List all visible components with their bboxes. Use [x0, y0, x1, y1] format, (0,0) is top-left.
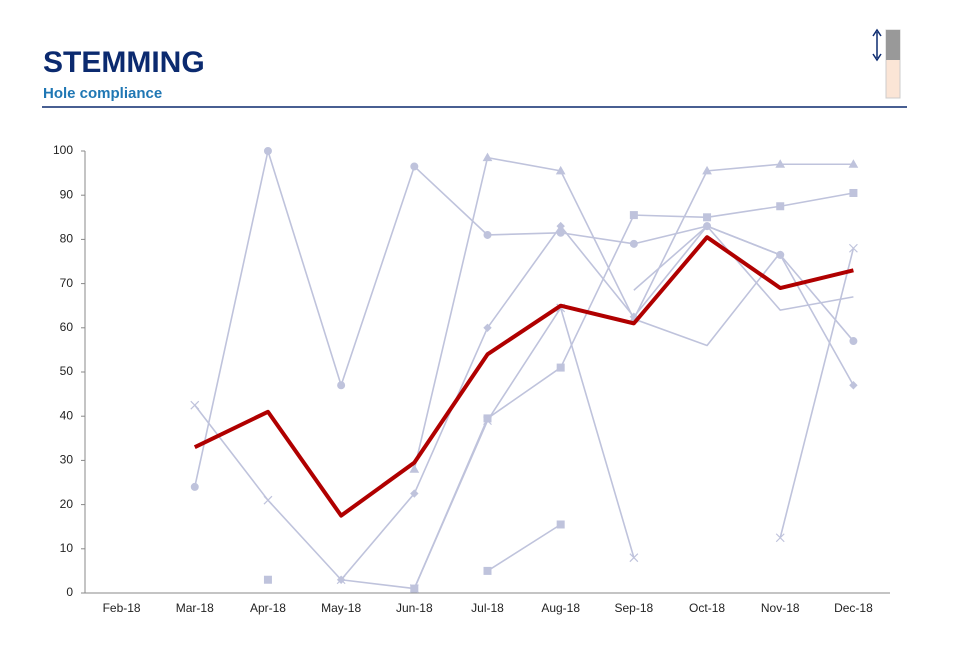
point [482, 152, 493, 162]
y-tick-label: 0 [66, 585, 73, 599]
point [848, 243, 858, 253]
series-line [340, 225, 855, 581]
title: STEMMING [43, 46, 205, 79]
y-tick-label: 20 [60, 497, 74, 511]
point [629, 553, 639, 563]
point [848, 159, 859, 168]
point [190, 400, 200, 410]
x-tick-label: Mar-18 [176, 601, 214, 615]
y-tick-label: 100 [53, 143, 73, 157]
point [849, 381, 858, 390]
x-tick-label: Nov-18 [761, 601, 800, 615]
point [410, 489, 419, 498]
series-line [633, 252, 781, 347]
series-line [193, 235, 854, 518]
y-tick-label: 70 [60, 276, 74, 290]
point [410, 162, 419, 171]
point [776, 250, 785, 260]
point [556, 363, 565, 372]
point [555, 165, 566, 175]
y-tick-label: 80 [60, 232, 74, 246]
point [629, 312, 639, 321]
point [337, 381, 346, 390]
series-line [487, 523, 562, 572]
point [775, 533, 785, 543]
scroll-icon [872, 28, 901, 99]
point [336, 575, 346, 584]
point [483, 323, 492, 333]
point [409, 464, 420, 473]
y-tick-label: 30 [60, 453, 74, 467]
point [776, 202, 785, 211]
point [483, 414, 492, 423]
point [263, 495, 273, 505]
point [775, 159, 786, 168]
series-line [413, 192, 854, 589]
x-tick-label: Sep-18 [615, 601, 654, 615]
point [263, 147, 272, 155]
point [483, 566, 492, 575]
y-tick-label: 10 [60, 541, 74, 555]
series-line [633, 225, 854, 311]
series-line [194, 307, 635, 590]
x-tick-label: Oct-18 [689, 601, 725, 615]
point [629, 239, 638, 248]
x-tick-label: Feb-18 [103, 601, 141, 615]
point [849, 337, 858, 346]
point [410, 584, 419, 593]
point [556, 520, 565, 529]
y-tick-label: 50 [60, 364, 74, 378]
point [849, 188, 858, 197]
x-tick-label: Jun-18 [396, 601, 433, 615]
x-tick-label: Jul-18 [471, 601, 504, 615]
x-tick-label: Aug-18 [541, 601, 580, 615]
y-tick-label: 60 [60, 320, 74, 334]
point [263, 575, 272, 584]
x-tick-label: Apr-18 [250, 601, 286, 615]
y-tick-label: 90 [60, 187, 74, 201]
series-line [193, 150, 855, 488]
point [556, 221, 565, 231]
point [702, 165, 712, 175]
point [483, 230, 492, 239]
subtitle: Hole compliance [43, 85, 162, 102]
point [629, 211, 638, 220]
x-tick-label: May-18 [321, 601, 361, 615]
point [703, 213, 712, 222]
x-tick-label: Dec-18 [834, 601, 873, 615]
y-tick-label: 40 [60, 408, 74, 422]
point [190, 482, 199, 491]
series-line [779, 248, 855, 538]
